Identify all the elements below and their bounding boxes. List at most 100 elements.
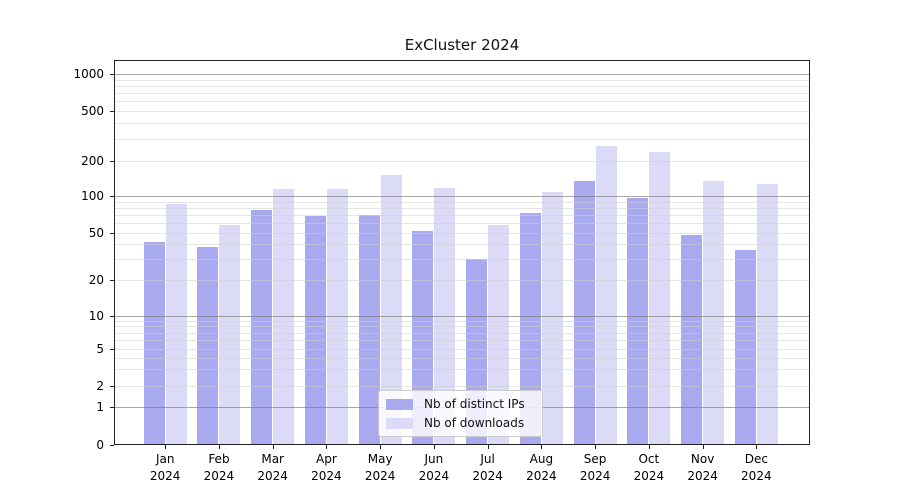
x-tick-label: Oct 2024 <box>633 452 665 483</box>
gridline-minor <box>115 349 809 350</box>
bar-downloads-apr <box>326 189 348 445</box>
bar-downloads-may <box>380 174 402 445</box>
y-tick-mark <box>110 445 114 446</box>
bar-ips-dec <box>734 249 756 445</box>
y-tick-label: 1 <box>96 400 104 415</box>
x-tick-label: Aug 2024 <box>526 452 557 483</box>
gridline-minor <box>115 340 809 342</box>
y-tick-mark <box>110 280 114 281</box>
plot-area <box>114 60 810 445</box>
gridline-minor <box>115 259 809 261</box>
y-tick-mark <box>110 196 114 197</box>
gridline-minor <box>115 332 809 334</box>
bar-ips-aug <box>519 212 541 445</box>
x-tick-mark <box>433 445 435 449</box>
gridline-minor <box>115 357 809 359</box>
gridline-minor <box>115 223 809 225</box>
x-tick-mark <box>326 445 328 449</box>
legend-label-downloads: Nb of downloads <box>424 416 525 430</box>
x-tick-label: Jul 2024 <box>472 452 503 483</box>
gridline-minor <box>115 101 809 103</box>
x-tick-mark <box>648 445 650 449</box>
gridline-minor <box>115 207 809 209</box>
y-tick-mark <box>110 349 114 350</box>
y-tick-label: 200 <box>81 154 104 168</box>
legend: Nb of distinct IPs Nb of downloads <box>378 390 543 437</box>
bar-downloads-nov <box>703 180 725 445</box>
x-tick-mark <box>165 445 167 449</box>
y-tick-label: 100 <box>81 189 104 203</box>
legend-label-distinct-ips: Nb of distinct IPs <box>424 397 525 411</box>
x-tick-mark <box>702 445 704 449</box>
bar-ips-feb <box>197 246 219 445</box>
bar-downloads-mar <box>273 188 295 445</box>
x-tick-mark <box>272 445 274 449</box>
gridline-major <box>115 315 809 317</box>
y-tick-mark <box>110 74 114 75</box>
bar-ips-jan <box>143 241 165 445</box>
bar-ips-apr <box>304 215 326 445</box>
x-tick-label: May 2024 <box>364 452 396 483</box>
x-tick-mark <box>380 445 382 449</box>
x-tick-label: Feb 2024 <box>203 452 235 483</box>
x-tick-mark <box>595 445 597 449</box>
bar-downloads-jan <box>165 203 187 445</box>
gridline-minor <box>115 369 809 371</box>
gridline-minor <box>115 123 809 125</box>
gridline-minor <box>115 385 809 387</box>
x-tick-label: Dec 2024 <box>741 452 772 483</box>
gridline-minor <box>115 280 809 281</box>
legend-entry-distinct-ips: Nb of distinct IPs <box>386 397 535 411</box>
gridline-major <box>115 74 809 75</box>
x-tick-mark <box>487 445 489 449</box>
x-tick-label: Apr 2024 <box>311 452 342 483</box>
y-tick-mark <box>110 385 114 387</box>
gridline-minor <box>115 326 809 328</box>
bar-downloads-aug <box>541 191 563 445</box>
x-tick-label: Sep 2024 <box>579 452 611 483</box>
y-tick-mark <box>110 407 114 409</box>
bar-downloads-dec <box>756 184 778 445</box>
y-tick-mark <box>110 232 114 234</box>
gridline-minor <box>115 85 809 87</box>
y-tick-label: 0 <box>96 438 104 452</box>
gridline-minor <box>115 79 809 81</box>
bar-ips-nov <box>681 234 703 445</box>
x-tick-label: Nov 2024 <box>687 452 718 483</box>
gridline-minor <box>115 201 809 203</box>
chart-title: ExCluster 2024 <box>404 36 520 54</box>
gridline-minor <box>115 161 809 162</box>
bar-ips-sep <box>573 180 595 445</box>
gridline-minor <box>115 320 809 322</box>
gridline-minor <box>115 244 809 246</box>
y-tick-mark <box>110 315 114 317</box>
gridline-major <box>115 196 809 197</box>
gridline-minor <box>115 138 809 140</box>
x-tick-mark <box>756 445 758 449</box>
legend-entry-downloads: Nb of downloads <box>386 416 535 430</box>
y-tick-mark <box>110 161 114 162</box>
y-tick-mark <box>110 111 114 112</box>
bar-downloads-feb <box>219 224 241 445</box>
gridline-minor <box>115 232 809 234</box>
gridline-minor <box>115 214 809 216</box>
y-tick-label: 20 <box>88 273 104 287</box>
y-tick-label: 2 <box>96 378 104 393</box>
x-tick-mark <box>218 445 220 449</box>
bar-downloads-oct <box>649 151 671 445</box>
x-tick-label: Jun 2024 <box>418 452 450 483</box>
y-tick-label: 5 <box>96 342 104 356</box>
bar-downloads-jul <box>488 224 510 445</box>
x-tick-mark <box>541 445 543 449</box>
y-tick-label: 50 <box>88 225 104 240</box>
legend-swatch-distinct-ips <box>386 398 413 410</box>
y-tick-label: 10 <box>88 308 104 323</box>
y-tick-label: 500 <box>81 104 104 118</box>
gridline-minor <box>115 111 809 112</box>
x-tick-label: Mar 2024 <box>257 452 288 483</box>
y-tick-label: 1000 <box>73 67 104 81</box>
gridline-minor <box>115 93 809 95</box>
legend-swatch-downloads <box>386 417 413 429</box>
x-tick-label: Jan 2024 <box>149 452 181 483</box>
